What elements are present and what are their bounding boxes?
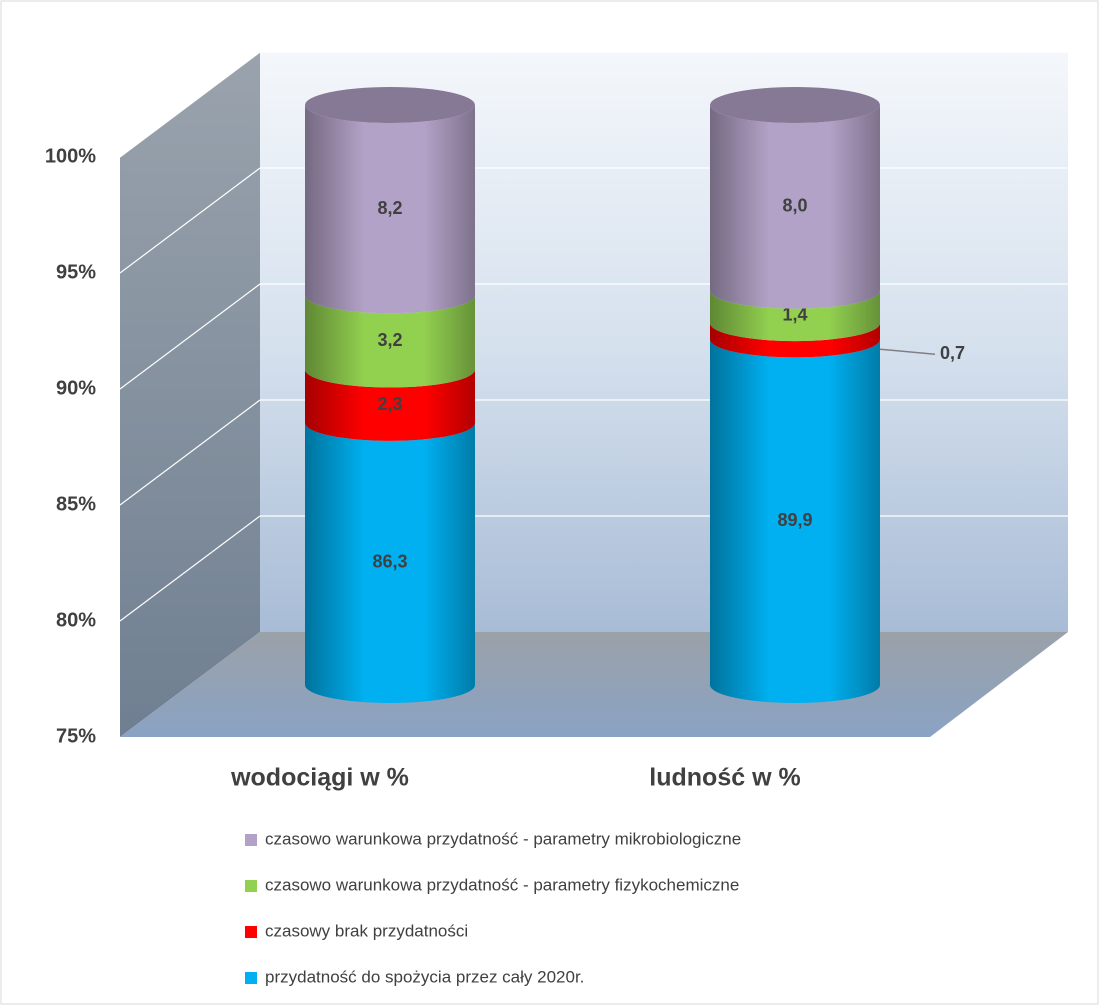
- y-tick-label: 95%: [56, 261, 96, 283]
- data-label: 8,2: [377, 198, 402, 218]
- x-tick-label: ludność w %: [649, 764, 800, 792]
- legend-swatch: [245, 834, 257, 846]
- cylinder-shade: [710, 105, 880, 309]
- cylinder-shade: [710, 323, 880, 358]
- legend-swatch: [245, 972, 257, 984]
- side-wall: [120, 52, 260, 737]
- cylinder-shade: [710, 290, 880, 342]
- grid-line: [119, 51, 261, 158]
- y-tick-label: 100%: [45, 145, 96, 167]
- x-tick-label: wodociągi w %: [230, 764, 409, 792]
- cylinder-top: [710, 87, 880, 123]
- grid-line: [119, 167, 261, 274]
- legend-label: czasowo warunkowa przydatność - parametr…: [265, 875, 739, 894]
- cylinder-shade: [305, 369, 475, 441]
- data-label: 89,9: [777, 510, 812, 530]
- y-tick-label: 85%: [56, 493, 96, 515]
- data-label: 8,0: [782, 196, 807, 216]
- legend-label: przydatność do spożycia przez cały 2020r…: [265, 967, 584, 986]
- legend-label: czasowo warunkowa przydatność - parametr…: [265, 829, 741, 848]
- data-label: 86,3: [372, 552, 407, 572]
- floor: [120, 632, 1068, 737]
- cylinder-shade: [305, 105, 475, 314]
- cylinder-shade: [305, 295, 475, 388]
- cylinder-shade: [710, 339, 880, 703]
- data-label: 3,2: [377, 330, 402, 350]
- y-tick-label: 90%: [56, 377, 96, 399]
- data-label: 2,3: [377, 394, 402, 414]
- legend-swatch: [245, 926, 257, 938]
- leader-line: [879, 348, 936, 355]
- data-label: 1,4: [782, 305, 807, 325]
- cylinder-top: [305, 87, 475, 123]
- data-label: 0,7: [940, 343, 965, 363]
- y-tick-label: 75%: [56, 725, 96, 747]
- cylinder-top-shade: [305, 87, 475, 123]
- y-tick-label: 80%: [56, 609, 96, 631]
- cylinder-top-shade: [710, 87, 880, 123]
- grid-line: [119, 399, 261, 506]
- legend-swatch: [245, 880, 257, 892]
- grid-line: [119, 515, 261, 622]
- grid-line: [119, 283, 261, 390]
- legend-label: czasowy brak przydatności: [265, 921, 468, 940]
- cylinder-shade: [305, 422, 475, 703]
